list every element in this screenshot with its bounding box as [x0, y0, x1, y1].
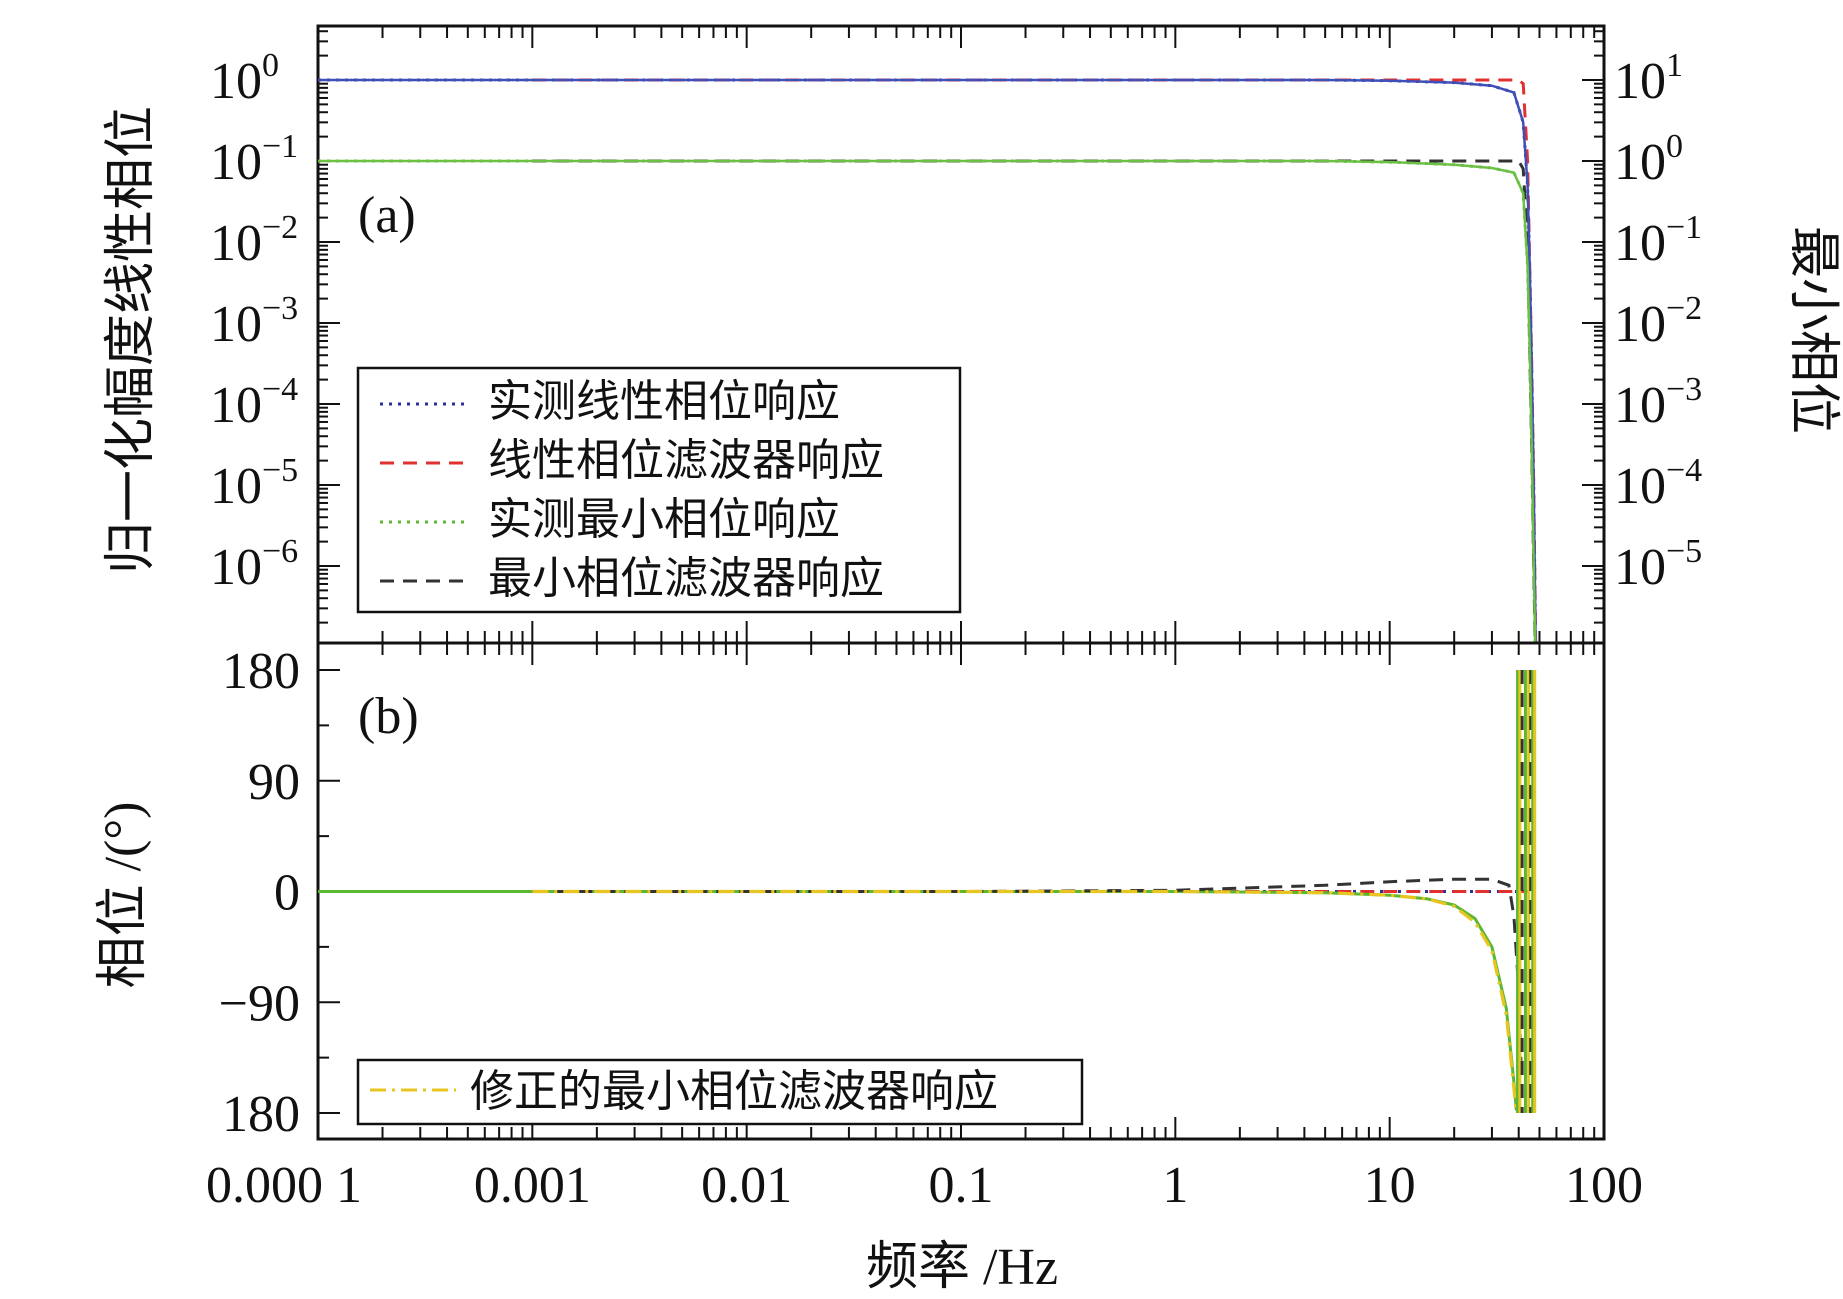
panel-b-curves	[318, 670, 1537, 1114]
y-tick-label-b: −90	[219, 975, 300, 1032]
legend-a: 实测线性相位响应 线性相位滤波器响应 实测最小相位响应 最小相位滤波器响应	[356, 366, 962, 614]
panel-b: 180 90 0 −90 180 0.000 1 0.001 0.01 0.1 1 10 100 (…	[206, 641, 1643, 1214]
y-tick-label-b: 90	[248, 754, 300, 811]
y-tick-label-right-a: 100	[1614, 128, 1683, 191]
y-tick-label-right-a: 10−2	[1614, 290, 1702, 353]
x-tick-label: 0.000 1	[206, 1157, 362, 1214]
y-tick-label-right-a: 10−3	[1614, 371, 1702, 434]
y-tick-label-right-a: 10−4	[1614, 452, 1702, 515]
panel-b-x-tick-labels: 0.000 1 0.001 0.01 0.1 1 10 100	[206, 1157, 1643, 1214]
panel-b-label: (b)	[358, 688, 419, 745]
y-tick-label-left-a: 10−1	[210, 128, 298, 191]
panel-a-curves	[318, 78, 1538, 643]
y-tick-label-left-a: 10−4	[210, 371, 298, 434]
y-tick-label-b: 180	[222, 1086, 300, 1143]
panel-a-measured-min-solid	[318, 159, 1537, 643]
y-tick-label-right-a: 10−1	[1614, 209, 1702, 272]
legend-b-label: 修正的最小相位滤波器响应	[470, 1067, 998, 1116]
y-tick-label-b: 0	[274, 865, 300, 922]
y-axis-title-right-a: 最小相位	[1784, 226, 1841, 434]
panel-b-y-tick-labels: 180 90 0 −90 180	[219, 643, 300, 1143]
y-tick-label-b: 180	[222, 643, 300, 700]
legend-a-label-2: 线性相位滤波器响应	[488, 436, 884, 485]
y-tick-label-left-a: 10−6	[210, 533, 298, 596]
legend-a-label-3: 实测最小相位响应	[488, 495, 840, 544]
x-tick-label: 0.1	[929, 1157, 994, 1214]
legend-a-item-linear-filter: 线性相位滤波器响应	[380, 436, 884, 485]
y-tick-label-left-a: 10−2	[210, 209, 298, 272]
legend-a-label-1: 实测线性相位响应	[488, 377, 840, 426]
panel-b-series-1	[532, 889, 1518, 1114]
legend-a-box	[356, 366, 962, 614]
y-tick-label-right-a: 101	[1614, 47, 1683, 110]
legend-a-item-measured-min: 实测最小相位响应	[380, 495, 840, 544]
x-tick-label: 0.01	[701, 1157, 792, 1214]
y-axis-title-b: 相位 /(°)	[95, 802, 152, 989]
panel-a-label: (a)	[358, 187, 416, 244]
y-tick-label-left-a: 100	[210, 47, 279, 110]
panel-a-right-tick-labels: 101 100 10−1 10−2 10−3 10−4 10−5	[1614, 47, 1702, 596]
legend-b: 修正的最小相位滤波器响应	[356, 1058, 1084, 1126]
panel-a-ticks	[317, 26, 1605, 643]
x-tick-label: 0.001	[474, 1157, 591, 1214]
legend-b-box	[356, 1058, 1084, 1126]
legend-a-item-min-filter: 最小相位滤波器响应	[380, 554, 884, 603]
y-tick-label-right-a: 10−5	[1614, 533, 1702, 596]
x-tick-label: 100	[1565, 1157, 1643, 1214]
panel-b-ticks	[317, 643, 1596, 1139]
x-axis-title: 频率 /Hz	[866, 1239, 1058, 1296]
y-tick-label-left-a: 10−5	[210, 452, 298, 515]
legend-a-label-4: 最小相位滤波器响应	[488, 554, 884, 603]
legend-a-item-measured-linear: 实测线性相位响应	[380, 377, 840, 426]
y-axis-title-left-a: 归一化幅度线性相位	[103, 106, 160, 574]
x-tick-label: 10	[1364, 1157, 1416, 1214]
panel-b-curve-minimum-phase-filter	[532, 877, 1523, 1064]
panel-a-left-tick-labels: 100 10−1 10−2 10−3 10−4 10−5 10−6	[210, 47, 298, 596]
x-tick-label: 1	[1162, 1157, 1188, 1214]
panel-a-measured-linear-solid	[318, 78, 1537, 643]
y-tick-label-left-a: 10−3	[210, 290, 298, 353]
